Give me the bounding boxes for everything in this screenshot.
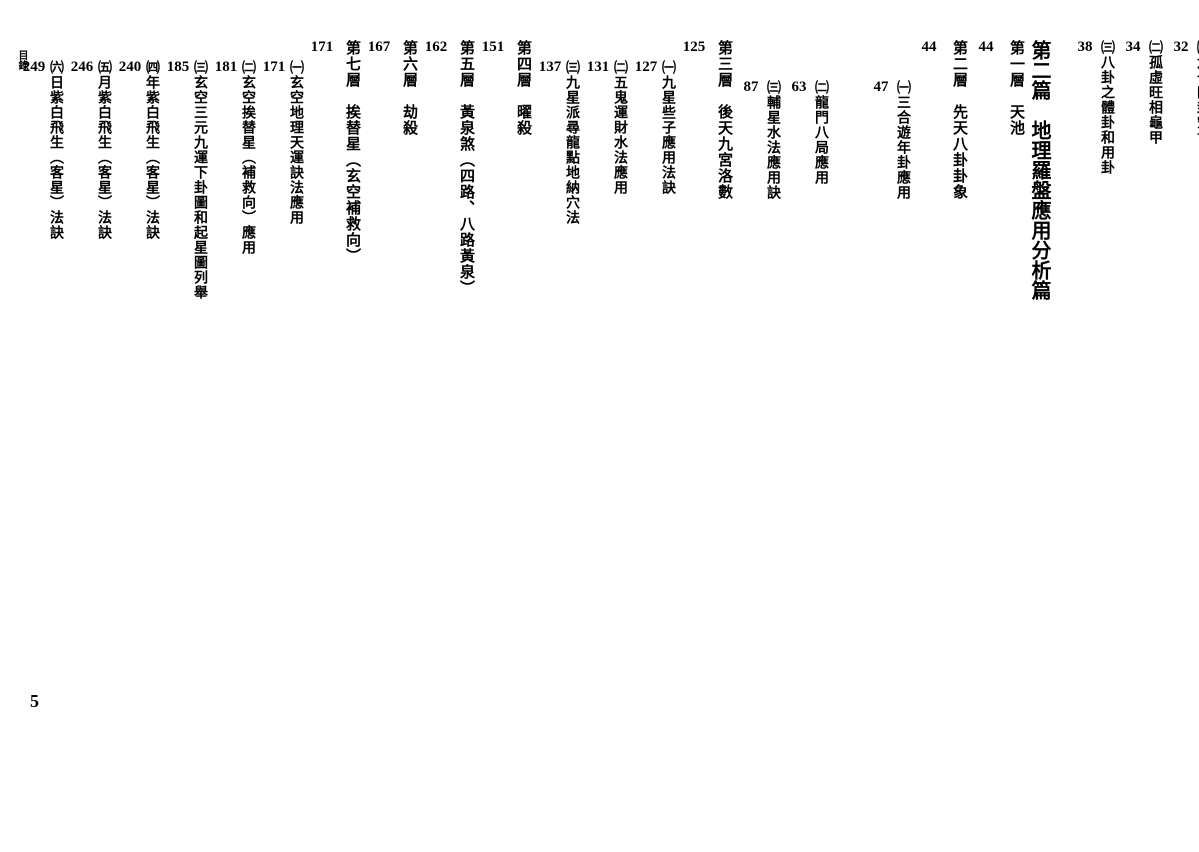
toc-entry: ㈠九星些子應用法訣127 (632, 60, 674, 780)
toc-entry-text: 第二層 先天八卦卦象 (951, 40, 966, 200)
toc-entry-text: ㈠九星些子應用法訣 (660, 60, 674, 195)
toc-entry: 第一層 天池 44 (972, 40, 1023, 760)
toc-entry-text: ㈢八卦之體卦和用卦 (1099, 40, 1113, 175)
toc-entry: ㈣年紫白飛生（客星）法訣240 (116, 60, 158, 780)
toc-entry: 第七層 挨替星（玄空補救向） 171 (308, 40, 359, 760)
toc-entry-page: 32 (1167, 40, 1195, 55)
toc-entry-page: 47 (867, 80, 895, 95)
toc-entry-page: 63 (785, 80, 813, 95)
toc-entry: ㈠玄空地理天運訣法應用171 (260, 60, 302, 780)
toc-entry-page: 127 (632, 60, 660, 75)
toc-entry-text: 第五層 黃泉煞（四路、八路黃泉） (458, 40, 473, 296)
toc-entry-page: 131 (584, 60, 612, 75)
toc-entry-page: 167 (365, 40, 393, 55)
toc-entry-text: ㈠玄空地理天運訣法應用 (288, 60, 302, 225)
toc-entry-text: 第六層 劫殺 (401, 40, 416, 136)
toc-entry-text: ㈡玄空挨替星（補救向）應用 (240, 60, 254, 255)
toc-entry-text: ㈥日紫白飛生（客星）法訣 (48, 60, 62, 240)
toc-entry-page: 249 (20, 60, 48, 75)
toc-entry-text: ㈠三合遊年卦應用 (895, 80, 909, 200)
toc-entry-page: 162 (422, 40, 450, 55)
toc-columns-left: ㈡龍門八局應用63 ㈢輔星水法應用訣87 第三層 後天九宮洛數 125 ㈠九星些子應用法… (20, 40, 827, 760)
toc-entry-page: 240 (116, 60, 144, 75)
toc-entry-page: 151 (479, 40, 507, 55)
toc-entry-text: 第三層 後天九宮洛數 (716, 40, 731, 200)
toc-entry: 第四層 曜殺 151 (479, 40, 530, 760)
toc-entry: ㈡龍門八局應用63 (785, 80, 827, 800)
toc-entry: ㈡玄空挨替星（補救向）應用181 (212, 60, 254, 780)
toc-entry-text: 第四層 曜殺 (515, 40, 530, 136)
toc-entry: ㈢玄空三元九運下卦圖和起星圖列舉185 (164, 60, 206, 780)
toc-entry-text: ㈣年紫白飛生（客星）法訣 (144, 60, 158, 240)
toc-entry-page: 171 (260, 60, 288, 75)
toc-entry-text: 第七層 挨替星（玄空補救向） (344, 40, 359, 264)
toc-entry: ㈠三合遊年卦應用47 (867, 80, 909, 800)
section-heading: 第二篇 地理羅盤應用分析篇 (1029, 40, 1049, 760)
toc-entry: 第二層 先天八卦卦象 44 (915, 40, 966, 760)
toc-columns-right: ㈩五虎遁月歌訣22㈡五鼠遁時歌訣23㈢論河圖數、洛書數24㈣一個卦有四個主要的數… (867, 40, 1199, 760)
toc-entry: 第三層 後天九宮洛數 125 (680, 40, 731, 760)
toc-entry-text: ㈡五鬼運財水法應用 (612, 60, 626, 195)
toc-entry: ㈤月紫白飛生（客星）法訣246 (68, 60, 110, 780)
page-right: 地理羅盤應用訣 ㈩五虎遁月歌訣22㈡五鼠遁時歌訣23㈢論河圖數、洛書數24㈣一個… (847, 0, 1199, 852)
toc-entry-page: 181 (212, 60, 240, 75)
toc-entry: ㈥日紫白飛生（客星）法訣249 (20, 60, 62, 780)
toc-entry: 第五層 黃泉煞（四路、八路黃泉） 162 (422, 40, 473, 760)
toc-entry: ㈢九星派尋龍點地納穴法137 (536, 60, 578, 780)
toc-entry-page: 246 (68, 60, 96, 75)
toc-entry: ㈩六十四卦空亡32 (1167, 40, 1199, 760)
toc-entry: ㈡孤虛旺相龜甲34 (1119, 40, 1161, 760)
toc-entry-text: ㈢玄空三元九運下卦圖和起星圖列舉 (192, 60, 206, 300)
toc-entry-text: 第一層 天池 (1008, 40, 1023, 136)
toc-entry-text: ㈢九星派尋龍點地納穴法 (564, 60, 578, 225)
page-left: 目錄 ㈡龍門八局應用63㈢輔星水法應用訣87第三層 後天九宮洛數125㈠九星些子… (0, 0, 847, 852)
toc-entry: ㈢八卦之體卦和用卦38 (1071, 40, 1113, 760)
toc-entry-page: 171 (308, 40, 336, 55)
toc-entry-text: ㈡龍門八局應用 (813, 80, 827, 185)
toc-entry-page: 87 (737, 80, 765, 95)
page-number-left: 5 (30, 691, 39, 712)
toc-entry-text: ㈡孤虛旺相龜甲 (1147, 40, 1161, 145)
toc-entry-page: 44 (915, 40, 943, 55)
toc-entry: 第六層 劫殺 167 (365, 40, 416, 760)
toc-entry-page: 125 (680, 40, 708, 55)
toc-entry-page: 34 (1119, 40, 1147, 55)
toc-entry: ㈢輔星水法應用訣87 (737, 80, 779, 800)
toc-entry-page: 137 (536, 60, 564, 75)
toc-entry-text: ㈩六十四卦空亡 (1195, 40, 1199, 145)
toc-entry-page: 185 (164, 60, 192, 75)
toc-entry-text: ㈢輔星水法應用訣 (765, 80, 779, 200)
toc-entry-text: ㈤月紫白飛生（客星）法訣 (96, 60, 110, 240)
toc-entry-page: 38 (1071, 40, 1099, 55)
toc-entry-page: 44 (972, 40, 1000, 55)
toc-entry: ㈡五鬼運財水法應用131 (584, 60, 626, 780)
